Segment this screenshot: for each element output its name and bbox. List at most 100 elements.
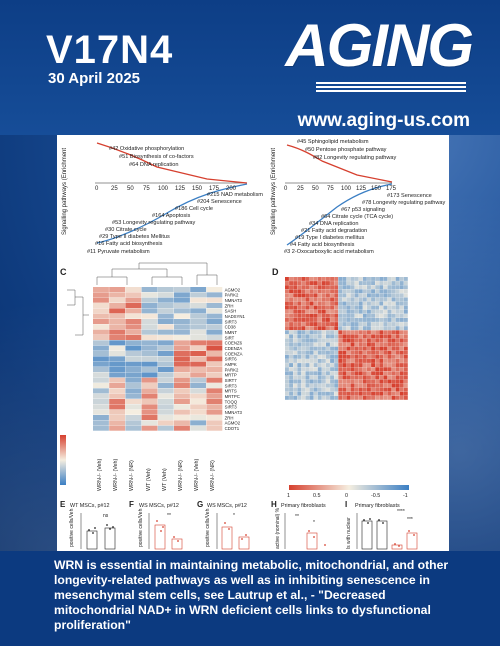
heatmap-cell: [109, 297, 126, 303]
correlation-cell: [305, 309, 310, 314]
heatmap-cell: [93, 361, 109, 367]
panel-h-points: [308, 530, 326, 546]
correlation-cell: [285, 297, 289, 302]
correlation-cell: [309, 375, 314, 380]
correlation-cell: [371, 309, 375, 314]
correlation-cell: [297, 359, 302, 363]
correlation-cell: [342, 313, 347, 318]
panel-d-colorbar-ticks: 1 0.5 0 -0.5 -1: [287, 493, 408, 499]
correlation-cell: [354, 330, 359, 335]
correlation-cell: [305, 305, 310, 310]
panel-h-bar: [306, 532, 318, 550]
heatmap-cell: [206, 361, 223, 367]
correlation-cell: [346, 387, 351, 392]
correlation-cell: [293, 350, 298, 355]
heatmap-cell: [109, 383, 126, 389]
panel-g-points: [224, 522, 247, 540]
correlation-cell: [305, 379, 310, 384]
correlation-cell: [342, 334, 347, 339]
panel-i-sig-1: ****: [397, 509, 405, 515]
correlation-cell: [330, 297, 334, 302]
correlation-cell: [301, 375, 306, 380]
panel-f-letter: F: [129, 500, 134, 509]
correlation-cell: [399, 342, 404, 347]
correlation-cell: [350, 285, 355, 290]
correlation-cell: [403, 363, 408, 367]
correlation-cell: [354, 293, 359, 298]
correlation-cell: [289, 285, 293, 290]
correlation-cell: [391, 346, 396, 351]
gene-label: ZRH: [225, 415, 234, 420]
correlation-cell: [330, 383, 334, 388]
correlation-cell: [371, 363, 375, 367]
correlation-cell: [387, 354, 392, 359]
heatmap-cell: [157, 399, 174, 405]
correlation-cell: [371, 367, 375, 372]
correlation-cell: [317, 305, 322, 310]
correlation-cell: [330, 334, 334, 339]
correlation-cell: [297, 326, 302, 331]
panel-b-label: #82 Longevity regulating pathway: [313, 155, 397, 161]
correlation-cell: [297, 367, 302, 372]
journal-url[interactable]: www.aging-us.com: [297, 110, 470, 131]
correlation-cell: [289, 371, 293, 376]
correlation-cell: [338, 318, 343, 322]
correlation-cell: [289, 313, 293, 318]
correlation-cell: [387, 359, 392, 363]
correlation-cell: [317, 285, 322, 290]
correlation-cell: [297, 297, 302, 302]
correlation-cell: [293, 289, 298, 294]
panel-b-top-labels: #45 Sphingolipid metabolism #50 Pentose …: [297, 139, 397, 161]
heatmap-cell: [206, 340, 223, 346]
correlation-cell: [293, 371, 298, 376]
correlation-cell: [391, 334, 396, 339]
panel-c-col: WRN-/- (Veh): [113, 458, 119, 491]
correlation-cell: [334, 371, 339, 376]
correlation-cell: [309, 391, 314, 396]
panel-b-label: #78 Longevity regulating pathway: [362, 200, 446, 206]
gene-label: MRTS: [225, 389, 237, 394]
correlation-cell: [403, 383, 408, 388]
correlation-cell: [326, 281, 330, 285]
correlation-cell: [379, 326, 384, 331]
heatmap-cell: [174, 297, 190, 303]
correlation-cell: [289, 387, 293, 392]
panel-a-ylabel: Signalling pathways (Enrichment: [62, 148, 68, 235]
correlation-cell: [293, 395, 298, 400]
correlation-cell: [301, 338, 306, 343]
correlation-cell: [379, 309, 384, 314]
heatmap-cell: [109, 308, 126, 314]
heatmap-cell: [206, 425, 223, 431]
panel-b-xtick: 100: [341, 186, 352, 192]
correlation-cell: [383, 297, 388, 302]
correlation-cell: [375, 277, 380, 281]
correlation-cell: [383, 379, 388, 384]
correlation-cell: [309, 318, 314, 322]
correlation-cell: [309, 363, 314, 367]
correlation-cell: [354, 338, 359, 343]
panel-b-label: #45 Sphingolipid metabolism: [297, 139, 369, 145]
heatmap-cell: [174, 303, 190, 309]
correlation-cell: [301, 297, 306, 302]
correlation-cell: [305, 277, 310, 281]
correlation-cell: [350, 313, 355, 318]
panel-h-title: Primary fibroblasts: [281, 503, 326, 509]
correlation-cell: [367, 371, 371, 376]
correlation-cell: [313, 305, 318, 310]
gene-label: SIRT7: [225, 378, 238, 383]
heatmap-cell: [93, 340, 109, 346]
correlation-cell: [301, 305, 306, 310]
correlation-cell: [305, 322, 310, 326]
heatmap-cell: [174, 399, 190, 405]
correlation-cell: [358, 297, 363, 302]
correlation-cell: [317, 391, 322, 396]
heatmap-cell: [109, 393, 126, 399]
heatmap-cell: [206, 367, 223, 373]
panel-b-blue-curve: [286, 183, 393, 246]
correlation-cell: [326, 285, 330, 290]
correlation-cell: [285, 342, 289, 347]
heatmap-cell: [174, 383, 190, 389]
correlation-cell: [309, 346, 314, 351]
heatmap-cell: [157, 351, 174, 357]
heatmap-cell: [141, 292, 158, 298]
